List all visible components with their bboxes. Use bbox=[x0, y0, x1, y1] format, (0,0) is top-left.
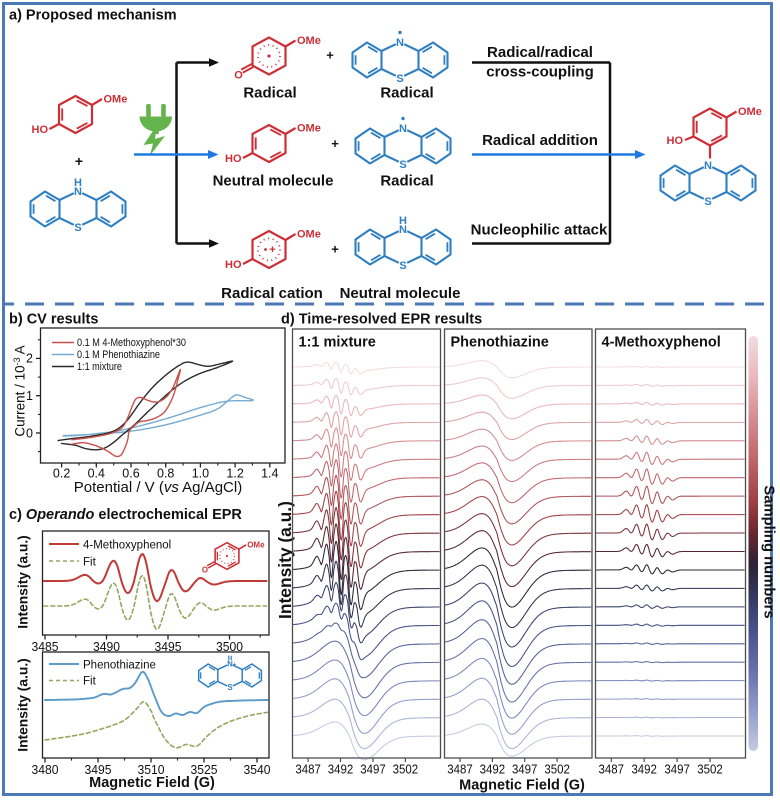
svg-text:3497: 3497 bbox=[664, 762, 690, 776]
svg-text:1.4: 1.4 bbox=[261, 467, 278, 481]
svg-text:3480: 3480 bbox=[32, 762, 59, 777]
svg-text:c) Operando electrochemical EP: c) Operando electrochemical EPR bbox=[9, 507, 242, 523]
svg-text:+: + bbox=[233, 662, 237, 668]
svg-text:HO: HO bbox=[32, 124, 49, 136]
svg-text:Phenothiazine: Phenothiazine bbox=[83, 660, 156, 672]
svg-text:H: H bbox=[74, 177, 82, 189]
svg-text:3487: 3487 bbox=[295, 762, 321, 776]
svg-text:0.4: 0.4 bbox=[88, 467, 105, 481]
svg-text:S: S bbox=[399, 260, 406, 272]
svg-text:0.2: 0.2 bbox=[53, 467, 70, 481]
svg-text:3500: 3500 bbox=[216, 639, 243, 654]
svg-text:3487: 3487 bbox=[599, 762, 625, 776]
svg-text:N: N bbox=[704, 160, 712, 172]
svg-text:3492: 3492 bbox=[631, 762, 657, 776]
svg-text:Sampling numbers: Sampling numbers bbox=[761, 485, 777, 618]
svg-text:N: N bbox=[399, 123, 407, 135]
svg-text:b) CV results: b) CV results bbox=[9, 312, 98, 328]
svg-text:Intensity (a.u.): Intensity (a.u.) bbox=[16, 535, 31, 629]
svg-text:1: 1 bbox=[26, 389, 33, 403]
svg-text:OMe: OMe bbox=[297, 123, 321, 135]
svg-text:d) Time-resolved EPR results: d) Time-resolved EPR results bbox=[281, 312, 482, 328]
svg-text:S: S bbox=[399, 159, 406, 171]
svg-text:O: O bbox=[202, 565, 208, 574]
svg-text:3502: 3502 bbox=[544, 762, 570, 776]
svg-text:Neutral molecule: Neutral molecule bbox=[213, 173, 334, 190]
svg-text:0.1 M Phenothiazine: 0.1 M Phenothiazine bbox=[77, 349, 160, 361]
svg-text:Radical cation: Radical cation bbox=[221, 285, 323, 302]
svg-text:cross-coupling: cross-coupling bbox=[486, 64, 594, 81]
svg-text:Magnetic Field (G): Magnetic Field (G) bbox=[459, 778, 585, 794]
svg-text:N: N bbox=[227, 659, 233, 668]
svg-text:0.6: 0.6 bbox=[122, 467, 139, 481]
svg-text:Phenothiazine: Phenothiazine bbox=[451, 335, 549, 351]
svg-text:1:1 mixture: 1:1 mixture bbox=[77, 361, 122, 373]
svg-text:Current / 10-3 A: Current / 10-3 A bbox=[12, 345, 28, 436]
svg-text:1.0: 1.0 bbox=[192, 467, 209, 481]
svg-text:S: S bbox=[396, 73, 403, 85]
svg-text:0: 0 bbox=[26, 426, 33, 440]
svg-text:Intensity (a.u.): Intensity (a.u.) bbox=[275, 501, 295, 619]
svg-text:Radical addition: Radical addition bbox=[482, 132, 598, 149]
svg-text:Fit: Fit bbox=[83, 557, 97, 569]
svg-text:N: N bbox=[396, 37, 404, 49]
svg-text:OMe: OMe bbox=[104, 94, 128, 106]
svg-text:Potential / V (vs Ag/AgCl): Potential / V (vs Ag/AgCl) bbox=[74, 479, 242, 496]
svg-text:Radical: Radical bbox=[243, 85, 296, 102]
svg-text:3497: 3497 bbox=[360, 762, 386, 776]
svg-text:0.8: 0.8 bbox=[157, 467, 174, 481]
svg-text:S: S bbox=[74, 222, 81, 234]
svg-text:Neutral molecule: Neutral molecule bbox=[340, 285, 461, 302]
svg-text:+: + bbox=[75, 153, 83, 169]
svg-text:3492: 3492 bbox=[328, 762, 354, 776]
svg-text:1.2: 1.2 bbox=[226, 467, 243, 481]
svg-text:3502: 3502 bbox=[697, 762, 723, 776]
svg-text:3495: 3495 bbox=[85, 762, 112, 777]
svg-text:N: N bbox=[399, 224, 407, 236]
svg-text:Intensity (a.u.): Intensity (a.u.) bbox=[16, 658, 31, 752]
svg-text:S: S bbox=[227, 683, 232, 692]
svg-text:Nucleophilic attack: Nucleophilic attack bbox=[471, 222, 608, 239]
svg-text:0.1 M 4-Methoxyphenol*30: 0.1 M 4-Methoxyphenol*30 bbox=[77, 337, 186, 349]
svg-text:3492: 3492 bbox=[480, 762, 506, 776]
svg-text:3487: 3487 bbox=[447, 762, 473, 776]
svg-text:+: + bbox=[331, 136, 339, 151]
svg-text:3525: 3525 bbox=[191, 762, 218, 777]
svg-text:3502: 3502 bbox=[393, 762, 419, 776]
svg-text:+: + bbox=[331, 242, 339, 257]
svg-text:OMe: OMe bbox=[297, 35, 321, 47]
svg-text:+: + bbox=[269, 244, 275, 256]
svg-text:3540: 3540 bbox=[244, 762, 271, 777]
svg-text:2: 2 bbox=[26, 352, 33, 366]
svg-text:3490: 3490 bbox=[93, 639, 120, 654]
svg-text:4-Methoxyphenol: 4-Methoxyphenol bbox=[602, 335, 721, 351]
svg-text:1:1 mixture: 1:1 mixture bbox=[299, 335, 376, 351]
svg-text:OMe: OMe bbox=[297, 229, 321, 241]
svg-text:N: N bbox=[74, 186, 82, 198]
svg-text:3495: 3495 bbox=[155, 639, 182, 654]
svg-text:Radical: Radical bbox=[380, 173, 433, 190]
svg-text:S: S bbox=[704, 196, 711, 208]
svg-text:3485: 3485 bbox=[32, 639, 59, 654]
svg-text:OMe: OMe bbox=[247, 540, 265, 549]
svg-text:Fit: Fit bbox=[83, 676, 97, 688]
svg-text:3497: 3497 bbox=[512, 762, 538, 776]
svg-text:4-Methoxyphenol: 4-Methoxyphenol bbox=[83, 540, 171, 552]
svg-text:a) Proposed mechanism: a) Proposed mechanism bbox=[9, 8, 177, 24]
svg-text:H: H bbox=[399, 215, 407, 227]
svg-text:Radical: Radical bbox=[380, 85, 433, 102]
svg-text:Magnetic Field (G): Magnetic Field (G) bbox=[89, 775, 215, 791]
svg-text:OMe: OMe bbox=[738, 106, 762, 118]
svg-text:Radical/radical: Radical/radical bbox=[487, 44, 593, 61]
svg-text:3510: 3510 bbox=[138, 762, 165, 777]
svg-text:HO: HO bbox=[225, 259, 242, 271]
svg-text:O: O bbox=[234, 70, 243, 82]
svg-text:HO: HO bbox=[667, 135, 684, 147]
svg-text:+: + bbox=[326, 48, 334, 63]
svg-text:HO: HO bbox=[225, 153, 242, 165]
